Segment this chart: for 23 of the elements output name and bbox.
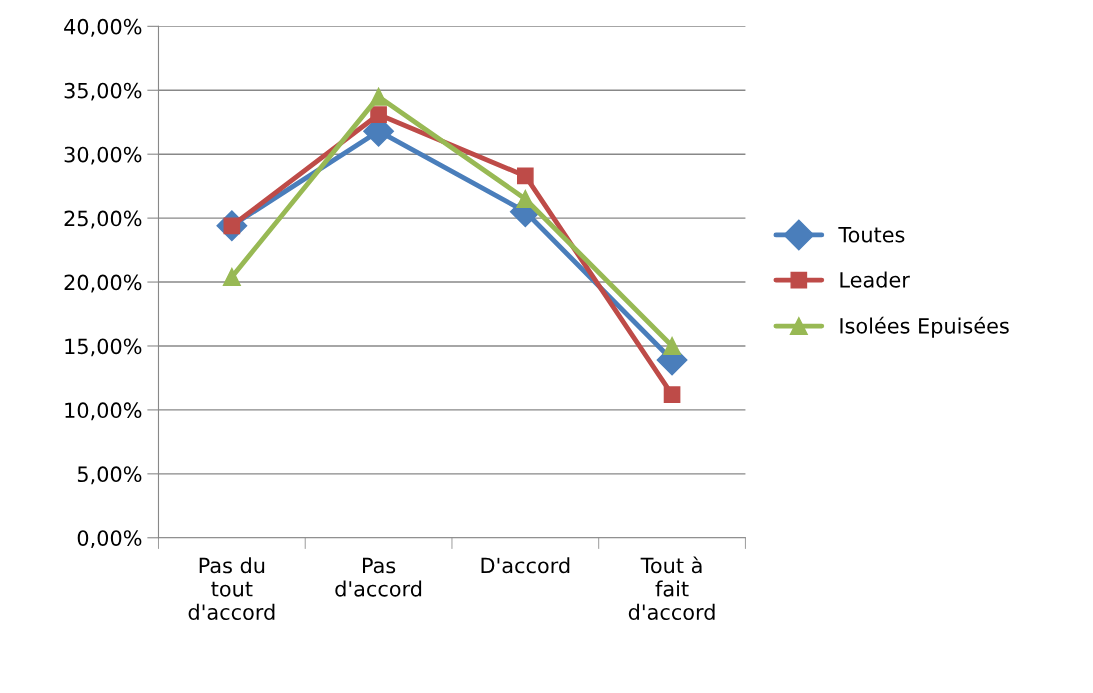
y-tick-label: 30,00%: [64, 146, 142, 165]
point: [222, 267, 241, 286]
y-tick-label: 15,00%: [65, 338, 142, 357]
x-tick-label: Tout à fait d'accord: [628, 556, 715, 620]
y-tick-label: 25,00%: [64, 210, 142, 229]
point: [516, 189, 535, 208]
point: [663, 336, 682, 356]
point: [370, 106, 387, 123]
x-tick-label: Pas d'accord: [335, 557, 422, 597]
point: [369, 87, 388, 106]
y-tick-label: 35,00%: [64, 82, 142, 101]
legend-label: Toutes: [838, 227, 905, 243]
x-tick-label: D'accord: [481, 557, 570, 574]
y-tick-label: 5,00%: [77, 466, 142, 485]
y-tick-label: 10,00%: [65, 402, 142, 421]
legend-label: Isolées Epuisées: [840, 316, 1009, 338]
point: [663, 386, 681, 403]
point: [516, 167, 534, 185]
y-tick-label: 20,00%: [64, 274, 142, 293]
legend-label: Leader: [840, 271, 910, 288]
y-tick-label: 40,00%: [64, 18, 142, 37]
y-tick-label: 0,00%: [77, 530, 142, 549]
x-tick-label: Pas du tout d'accord: [188, 557, 275, 620]
